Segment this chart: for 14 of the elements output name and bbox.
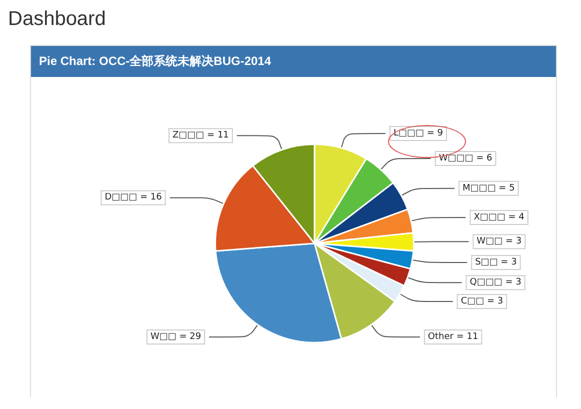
chart-subtitle: Pie Chart: OCC-全部系统未解决BUG-2014: [31, 46, 556, 77]
slice-label: W□□ = 3: [476, 236, 522, 247]
slice-label: C□□ = 3: [460, 296, 504, 307]
slice-label: M□□□ = 5: [462, 183, 515, 194]
slice-label: S□□ = 3: [475, 257, 517, 268]
chart-title: Dashboard: [8, 8, 107, 31]
slice-label: X□□□ = 4: [474, 212, 525, 223]
slice-label: W□□□ = 6: [438, 153, 492, 164]
slice-label: W□□ = 29: [150, 332, 202, 342]
slice-label: D□□□ = 16: [104, 192, 162, 203]
slice-label: Z□□□ = 11: [172, 130, 229, 141]
slice-label: L□□□ = 9: [393, 128, 444, 138]
slice-label: Q□□□ = 3: [470, 278, 522, 288]
slice-label: Other = 11: [428, 332, 478, 342]
